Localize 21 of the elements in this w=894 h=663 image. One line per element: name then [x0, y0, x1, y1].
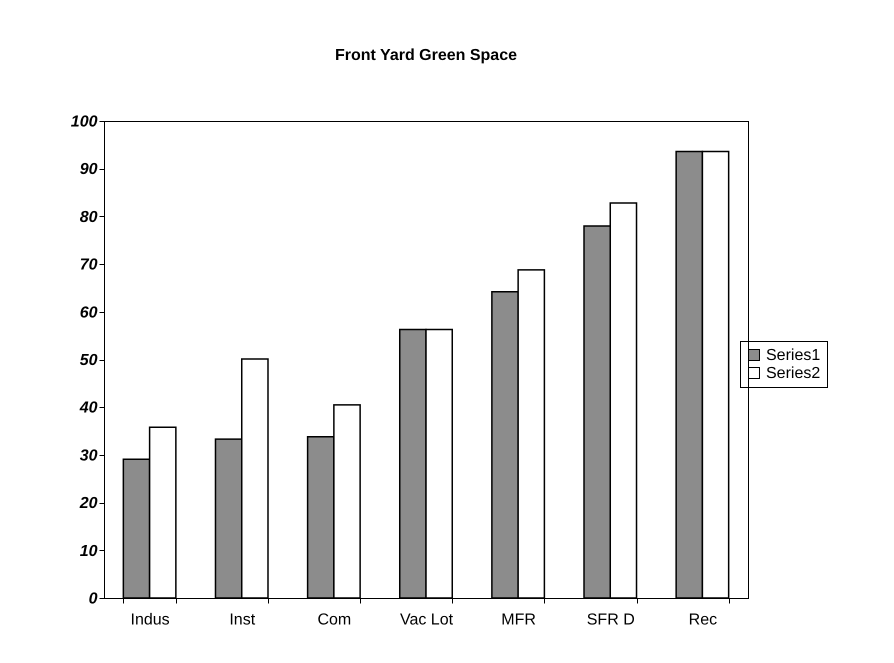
x-tick-label: SFR D: [586, 612, 635, 628]
x-tick-label: Rec: [688, 612, 718, 628]
y-tick-label: 60: [80, 304, 98, 322]
y-tick-label: 50: [80, 352, 98, 369]
x-tick-label: Indus: [130, 612, 170, 628]
x-tick-label: MFR: [501, 612, 536, 628]
y-tick-label: 20: [78, 495, 98, 512]
legend-label: Series1: [766, 347, 820, 364]
y-tick-label: 40: [78, 400, 98, 417]
chart-title: Front Yard Green Space: [335, 47, 518, 64]
y-tick-label: 80: [80, 208, 98, 226]
legend-label: Series2: [766, 365, 820, 382]
y-tick-label: 90: [80, 161, 98, 178]
x-tick-label: Inst: [229, 612, 256, 628]
y-tick-label: 0: [88, 590, 98, 608]
x-tick-label: Com: [317, 612, 352, 628]
x-tick-label: Vac Lot: [400, 612, 454, 628]
y-tick-label: 10: [80, 542, 98, 560]
y-tick-label: 30: [80, 447, 98, 464]
y-tick-label: 70: [80, 256, 98, 274]
y-tick-label: 100: [70, 114, 98, 130]
